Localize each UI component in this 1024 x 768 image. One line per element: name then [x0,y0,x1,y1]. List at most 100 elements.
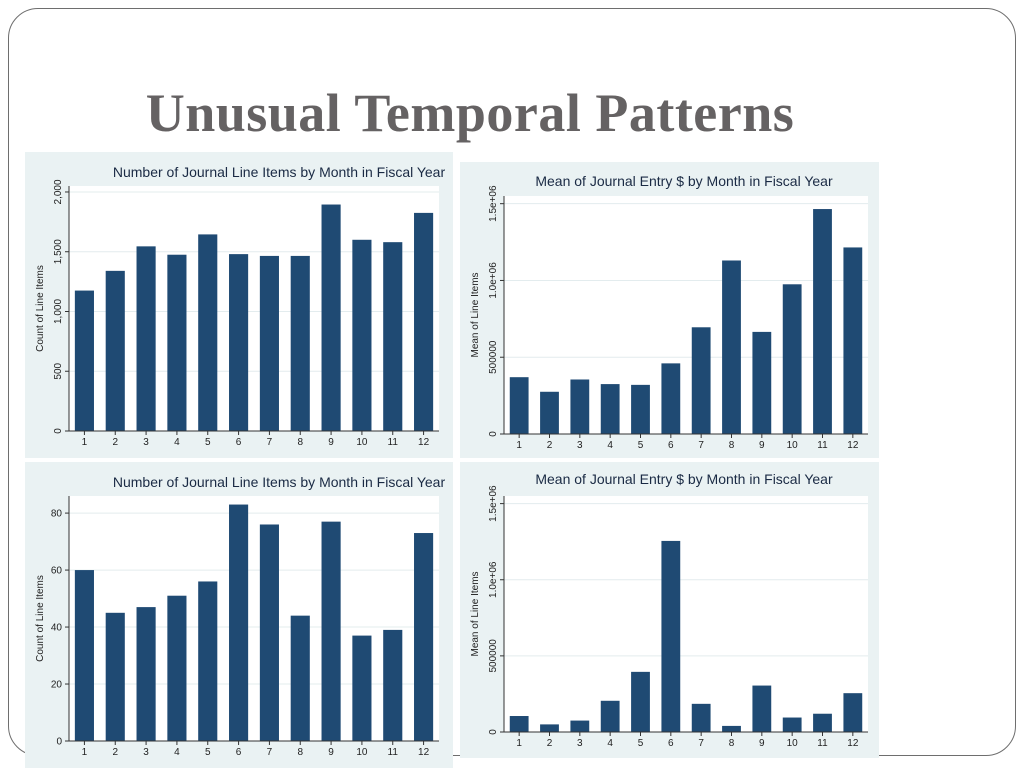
y-tick-label: 20 [51,680,63,691]
bar [691,327,711,434]
bar [136,246,156,431]
x-tick-label: 10 [356,747,368,758]
bar [383,242,403,431]
y-tick-label: 1.5e+06 [488,185,499,222]
x-tick-label: 3 [143,747,149,758]
bar [661,540,681,732]
plot-area [504,496,868,732]
x-tick-label: 12 [847,440,859,451]
bar [290,615,310,741]
bar [167,595,187,741]
bar [570,720,590,732]
bar [570,379,590,434]
y-tick-label: 500000 [488,639,499,673]
plot-area [69,186,439,431]
x-tick-label: 11 [817,440,828,451]
x-tick-label: 3 [577,440,583,451]
bar [321,204,341,431]
x-tick-label: 7 [267,747,273,758]
bar [229,504,249,741]
bar [843,247,863,434]
y-axis-label: Count of Line Items [35,575,46,662]
bar [509,377,529,434]
x-tick-label: 7 [698,440,704,451]
bar [540,391,559,434]
chart-title: Number of Journal Line Items by Month in… [113,164,446,180]
x-tick-label: 10 [787,738,799,749]
chart-panel-bottom-left: Number of Journal Line Items by Month in… [25,462,453,768]
y-tick-label: 500 [53,362,64,379]
x-tick-label: 5 [638,738,644,749]
bar [631,384,650,434]
x-tick-label: 6 [668,738,674,749]
x-tick-label: 9 [328,747,334,758]
bar [229,254,249,431]
y-tick-label: 40 [51,623,63,634]
y-tick-label: 80 [51,509,63,520]
plot-area [504,196,868,434]
x-tick-label: 4 [174,747,180,758]
x-tick-label: 3 [577,738,583,749]
x-tick-label: 1 [82,747,88,758]
bar [661,363,681,434]
chart-title: Number of Journal Line Items by Month in… [113,474,446,490]
x-tick-label: 12 [847,738,859,749]
bar [509,716,529,732]
y-tick-label: 1.0e+06 [488,561,499,598]
x-tick-label: 9 [328,437,334,448]
x-tick-label: 8 [297,437,303,448]
bar [813,713,832,732]
bar [752,685,772,732]
x-tick-label: 11 [817,738,828,749]
x-tick-label: 6 [236,747,242,758]
x-tick-label: 6 [236,437,242,448]
x-tick-label: 2 [547,440,553,451]
x-tick-label: 8 [297,747,303,758]
bar [691,703,711,732]
bar [259,524,279,741]
chart-title: Mean of Journal Entry $ by Month in Fisc… [535,471,833,487]
chart-panel-top-right: Mean of Journal Entry $ by Month in Fisc… [460,162,879,458]
bar [813,209,832,434]
bar [843,693,863,732]
y-tick-label: 1,500 [53,239,64,264]
y-tick-label: 0 [53,428,64,434]
bar [198,234,218,431]
x-tick-label: 5 [205,747,211,758]
chart-panel-bottom-right: Mean of Journal Entry $ by Month in Fisc… [460,462,879,758]
chart-bottom-left: Number of Journal Line Items by Month in… [35,474,446,758]
x-tick-label: 4 [174,437,180,448]
bar [782,717,802,732]
chart-title: Mean of Journal Entry $ by Month in Fisc… [535,173,833,189]
chart-top-right: Mean of Journal Entry $ by Month in Fisc… [470,173,868,451]
x-tick-label: 5 [205,437,211,448]
bar [631,671,650,732]
bar [105,270,125,431]
bar [414,212,434,431]
x-tick-label: 1 [516,440,522,451]
y-tick-label: 0 [488,729,499,735]
x-tick-label: 5 [638,440,644,451]
x-tick-label: 9 [759,440,765,451]
bar [198,581,218,741]
bar [600,384,620,434]
x-tick-label: 7 [698,738,704,749]
y-axis-label: Mean of Line Items [470,571,481,656]
x-tick-label: 8 [729,440,735,451]
bar [352,635,372,741]
bar [259,255,279,431]
x-tick-label: 2 [547,738,553,749]
x-tick-label: 4 [607,738,613,749]
x-tick-label: 10 [787,440,799,451]
y-tick-label: 2,000 [53,179,64,204]
chart-top-left: Number of Journal Line Items by Month in… [35,164,446,448]
y-tick-label: 500000 [488,340,499,374]
x-tick-label: 2 [112,747,118,758]
x-tick-label: 9 [759,738,765,749]
x-tick-label: 1 [516,738,522,749]
x-tick-label: 2 [112,437,118,448]
bar [352,239,372,431]
chart-bottom-right: Mean of Journal Entry $ by Month in Fisc… [470,471,868,749]
bar [600,700,620,732]
y-tick-label: 0 [488,431,499,437]
